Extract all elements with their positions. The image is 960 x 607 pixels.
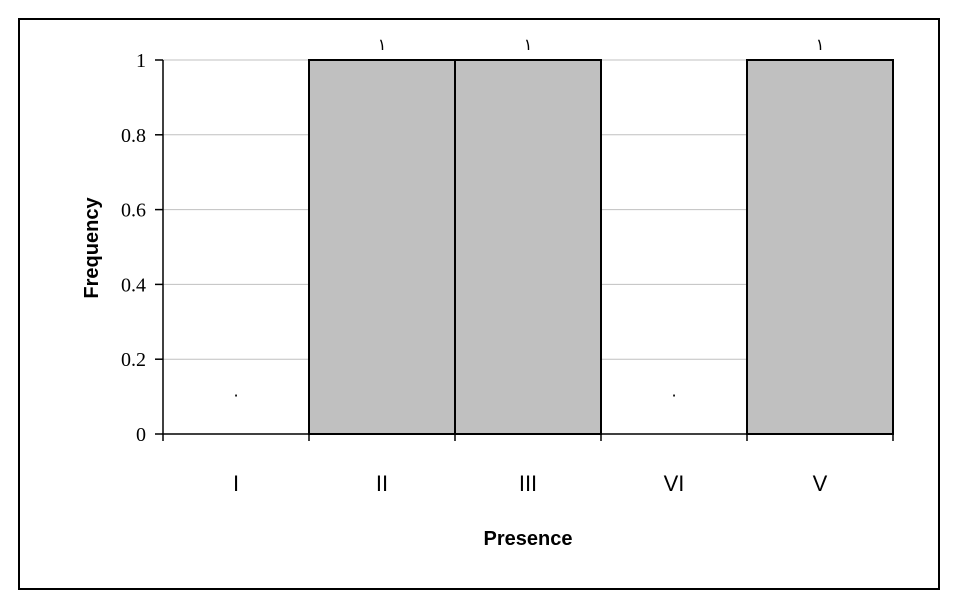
y-tick-label: 0: [136, 424, 146, 446]
x-axis-title: Presence: [484, 528, 573, 550]
data-label: ٠: [232, 385, 241, 404]
data-label: ١: [378, 35, 387, 54]
y-tick-labels: 0 0.2 0.4 0.6 0.8 1: [121, 50, 163, 446]
data-label: ١: [816, 35, 825, 54]
axes: [162, 60, 893, 435]
data-label: ١: [524, 35, 533, 54]
data-labels: ٠ ١ ١ ٠ ١: [232, 35, 825, 404]
bar: [454, 59, 602, 435]
y-tick-label: 0.4: [121, 274, 146, 296]
y-tick-label: 0.2: [121, 349, 146, 371]
y-axis-title: Frequency: [81, 197, 103, 299]
data-label: ٠: [670, 385, 679, 404]
y-tick-label: 1: [136, 50, 146, 72]
bar: [308, 59, 456, 435]
bar: [746, 59, 894, 435]
x-tick-label: II: [376, 471, 388, 496]
x-tick-label: III: [519, 471, 537, 496]
x-tick-label: I: [233, 471, 239, 496]
y-tick-label: 0.8: [121, 125, 146, 147]
bars: [308, 59, 894, 435]
x-tick-label: VI: [664, 471, 685, 496]
x-tick-label: V: [813, 471, 828, 496]
y-tick-label: 0.6: [121, 200, 146, 222]
x-tick-labels: I II III VI V: [162, 434, 894, 496]
